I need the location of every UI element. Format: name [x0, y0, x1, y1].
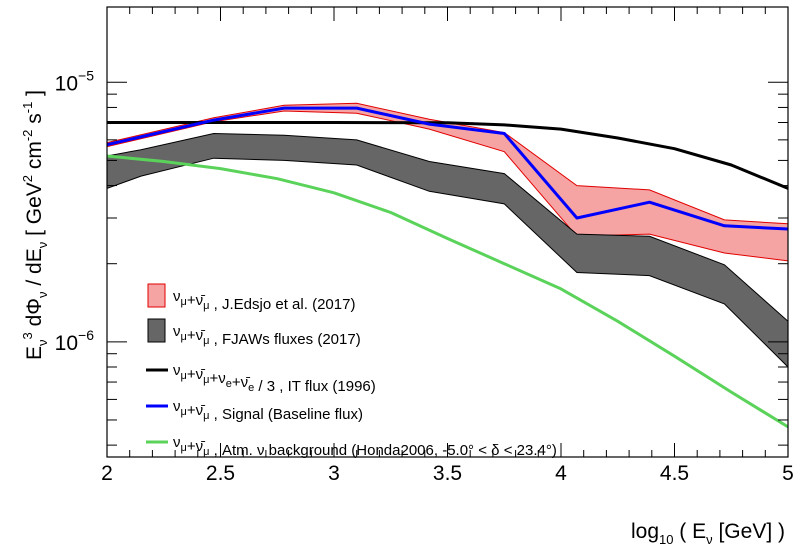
x-axis-ticks: 2 2.5 3 3.5 4 4.5 5	[101, 7, 794, 485]
legend-label-atm: νμ+ν̄μ , Atm. ν background (Honda2006, -…	[173, 434, 557, 459]
legend: νμ+ν̄μ , J.Edsjo et al. (2017) νμ+ν̄μ , F…	[146, 283, 557, 459]
y-tick-label: 10−5	[55, 67, 95, 95]
x-tick-label: 4.5	[660, 462, 689, 485]
legend-label-edsjo: νμ+ν̄μ , J.Edsjo et al. (2017)	[173, 288, 355, 313]
legend-label-signal: νμ+ν̄μ , Signal (Baseline flux)	[173, 398, 363, 423]
y-tick-label: 10−6	[55, 327, 95, 355]
x-tick-label: 5	[782, 462, 794, 485]
atm-line	[107, 154, 788, 429]
y-axis-ticks: 10−5 10−6	[55, 67, 788, 446]
x-axis-title: log10 ( Eν [GeV] )	[631, 520, 785, 547]
x-tick-label: 4	[555, 462, 567, 485]
signal-line	[107, 106, 788, 231]
flux-lines	[107, 106, 788, 429]
it-line	[107, 121, 788, 190]
edsjo-band-upper	[107, 102, 788, 225]
x-tick-label: 2	[101, 462, 113, 485]
edsjo-band-lower	[107, 110, 788, 262]
legend-swatch-fjaws	[147, 318, 166, 343]
x-tick-label: 2.5	[206, 462, 235, 485]
y-axis-title: Eν3 dΦν / dEν [ GeV2 cm-2 s-1 ]	[20, 90, 50, 360]
flux-bands	[107, 102, 788, 368]
x-tick-label: 3	[328, 462, 340, 485]
legend-label-fjaws: νμ+ν̄μ , FJAWs fluxes (2017)	[173, 323, 361, 348]
x-tick-label: 3.5	[433, 462, 462, 485]
fjaws-band	[107, 133, 788, 367]
legend-label-it: νμ+ν̄μ+νe+ν̄e / 3 , IT flux (1996)	[173, 362, 376, 395]
fjaws-band-upper	[107, 132, 788, 322]
edsjo-band	[107, 103, 788, 261]
legend-swatch-edsjo	[147, 283, 166, 308]
